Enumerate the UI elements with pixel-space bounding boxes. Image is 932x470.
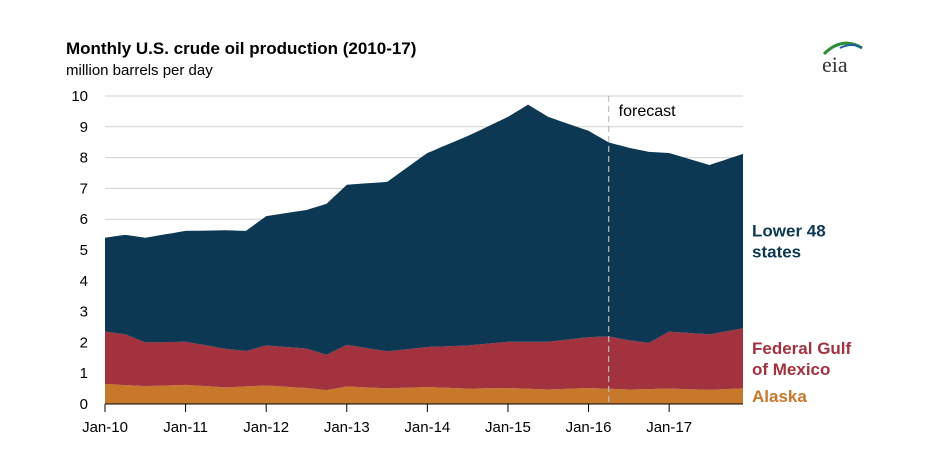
series-labels: Alaska Federal Gulf of Mexico Lower 48 state… (752, 222, 852, 407)
forecast-annotation: forecast (608, 96, 676, 404)
x-tick-label-2: Jan-12 (243, 419, 289, 436)
y-tick-label-8: 8 (80, 150, 88, 167)
logo-text: eia (822, 52, 848, 77)
y-tick-label-1: 1 (80, 365, 88, 382)
x-tick-label-7: Jan-17 (646, 419, 692, 436)
x-axis: Jan-10 Jan-11 Jan-12 Jan-13 Jan-14 Jan-15 Jan-… (82, 403, 743, 436)
chart-title: Monthly U.S. crude oil production (2010-… (66, 39, 417, 58)
y-tick-label-5: 5 (80, 242, 88, 259)
y-tick-label-2: 2 (80, 334, 88, 351)
x-tick-label-6: Jan-16 (566, 419, 612, 436)
series-label-2-line-1: states (752, 243, 801, 262)
series-label-2-line-0: Lower 48 (752, 222, 826, 241)
x-tick-label-3: Jan-13 (324, 419, 370, 436)
x-tick-label-5: Jan-15 (485, 419, 531, 436)
y-tick-label-10: 10 (71, 88, 88, 105)
area-series-2 (105, 104, 743, 355)
y-tick-label-9: 9 (80, 119, 88, 136)
logo-swoosh-accent-icon (839, 44, 863, 49)
y-tick-label-0: 0 (80, 396, 88, 413)
stacked-areas (105, 104, 743, 404)
x-tick-label-4: Jan-14 (404, 419, 450, 436)
eia-logo: eia (822, 41, 863, 77)
y-tick-label-4: 4 (80, 273, 88, 290)
x-tick-label-0: Jan-10 (82, 419, 128, 436)
x-tick-label-1: Jan-11 (163, 419, 208, 436)
series-label-0: Alaska (752, 387, 807, 406)
y-tick-label-3: 3 (80, 304, 88, 321)
y-tick-label-6: 6 (80, 211, 88, 228)
forecast-label: forecast (619, 103, 676, 120)
area-series-1 (105, 328, 743, 391)
y-tick-label-7: 7 (80, 180, 88, 197)
y-axis: 0 1 2 3 4 5 6 7 8 9 10 (71, 88, 88, 413)
series-label-1: Federal Gulf of Mexico (752, 339, 852, 379)
series-label-2: Lower 48 states (752, 222, 826, 262)
y-axis-unit-label: million barrels per day (66, 62, 213, 79)
series-label-0-line-0: Alaska (752, 387, 807, 406)
area-series-0 (105, 384, 743, 404)
series-label-1-line-1: of Mexico (752, 360, 830, 379)
series-label-1-line-0: Federal Gulf (752, 339, 852, 358)
